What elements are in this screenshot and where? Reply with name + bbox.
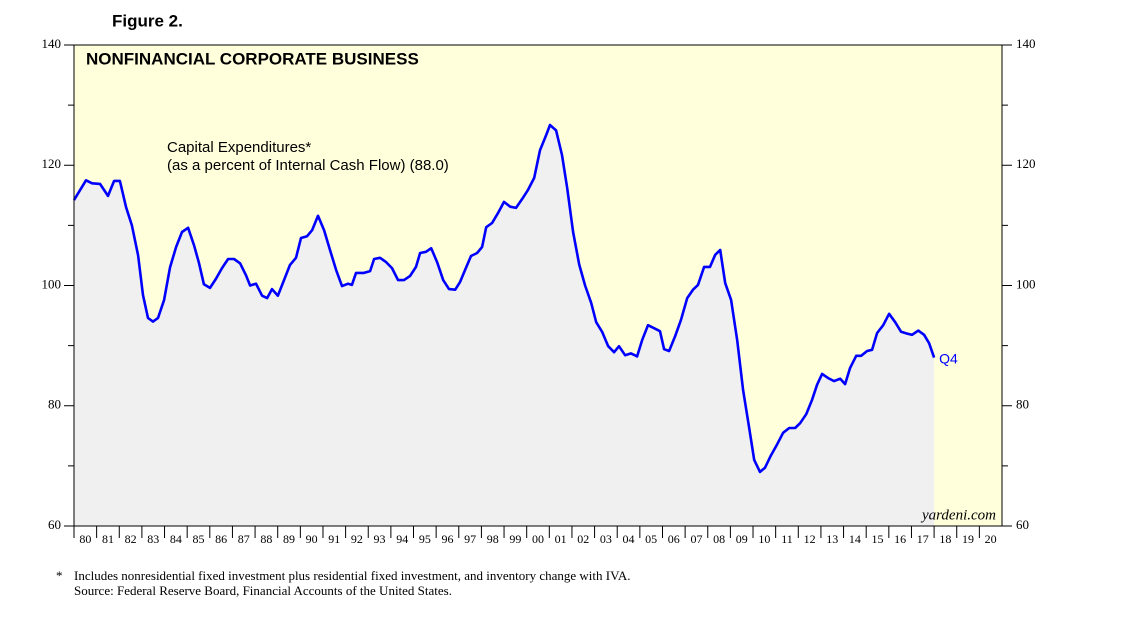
x-tick-label: 02 xyxy=(577,532,589,546)
x-tick-label: 06 xyxy=(668,532,680,546)
x-tick-label: 89 xyxy=(283,532,295,546)
x-tick-label: 93 xyxy=(374,532,386,546)
watermark: yardeni.com xyxy=(920,507,996,523)
x-tick-label: 04 xyxy=(623,532,635,546)
area-fill xyxy=(74,125,935,526)
x-tick-label: 11 xyxy=(781,532,793,546)
x-tick-label: 05 xyxy=(645,532,657,546)
x-tick-label: 91 xyxy=(328,532,340,546)
chart-title: NONFINANCIAL CORPORATE BUSINESS xyxy=(86,49,419,68)
x-tick-label: 12 xyxy=(804,532,816,546)
x-tick-label: 86 xyxy=(215,532,227,546)
x-tick-label: 14 xyxy=(849,532,861,546)
x-tick-label: 16 xyxy=(894,532,906,546)
x-tick-label: 10 xyxy=(758,532,770,546)
x-tick-label: 09 xyxy=(736,532,748,546)
x-tick-label: 84 xyxy=(170,532,182,546)
x-tick-label: 18 xyxy=(939,532,951,546)
x-tick-label: 07 xyxy=(690,532,702,546)
y-tick-label: 80 xyxy=(48,397,61,412)
figure-label: Figure 2. xyxy=(112,11,183,30)
x-tick-label: 15 xyxy=(872,532,884,546)
x-tick-label: 87 xyxy=(238,532,250,546)
y-tick-label: 100 xyxy=(42,276,62,291)
x-tick-label: 96 xyxy=(441,532,453,546)
x-tick-label: 13 xyxy=(826,532,838,546)
source: Source: Federal Reserve Board, Financial… xyxy=(74,583,452,598)
x-tick-label: 82 xyxy=(125,532,137,546)
x-tick-label: 81 xyxy=(102,532,114,546)
x-tick-label: 97 xyxy=(464,532,476,546)
data-line xyxy=(72,123,936,474)
y-tick-label-right: 140 xyxy=(1016,36,1036,51)
x-tick-label: 90 xyxy=(306,532,318,546)
annotation: Capital Expenditures* xyxy=(167,139,311,156)
y-tick-label: 60 xyxy=(48,517,61,532)
end-label: Q4 xyxy=(939,350,958,366)
y-tick-label-right: 80 xyxy=(1016,397,1029,412)
x-tick-label: 99 xyxy=(509,532,521,546)
y-tick-label-right: 120 xyxy=(1016,156,1036,171)
x-tick-label: 80 xyxy=(79,532,91,546)
x-tick-label: 03 xyxy=(600,532,612,546)
x-tick-label: 88 xyxy=(260,532,272,546)
y-tick-label: 120 xyxy=(42,156,62,171)
x-tick-label: 01 xyxy=(555,532,567,546)
x-tick-label: 94 xyxy=(396,532,408,546)
y-tick-label-right: 100 xyxy=(1016,276,1036,291)
y-tick-label: 140 xyxy=(42,36,62,51)
x-tick-label: 19 xyxy=(962,532,974,546)
x-tick-label: 20 xyxy=(985,532,997,546)
x-tick-label: 83 xyxy=(147,532,159,546)
x-tick-label: 98 xyxy=(487,532,499,546)
x-tick-label: 92 xyxy=(351,532,363,546)
footnote: Includes nonresidential fixed investment… xyxy=(74,568,630,583)
annotation: (as a percent of Internal Cash Flow) (88… xyxy=(167,157,449,174)
y-tick-label-right: 60 xyxy=(1016,517,1029,532)
x-tick-label: 17 xyxy=(917,532,929,546)
footnote-mark: * xyxy=(56,568,63,583)
x-tick-label: 08 xyxy=(713,532,725,546)
x-tick-label: 00 xyxy=(532,532,544,546)
x-tick-label: 95 xyxy=(419,532,431,546)
x-tick-label: 85 xyxy=(192,532,204,546)
